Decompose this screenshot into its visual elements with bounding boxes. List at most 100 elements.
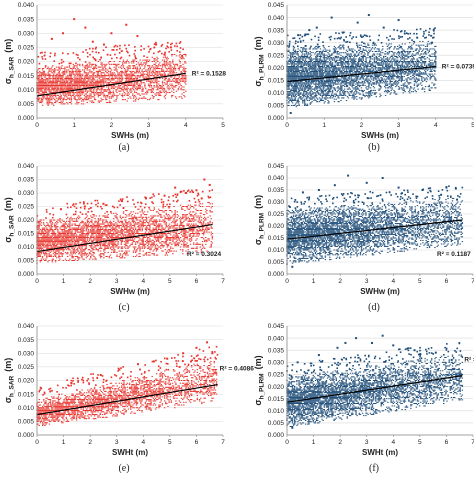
scatter-point [120, 83, 123, 85]
scatter-point [95, 70, 98, 72]
scatter-point [344, 57, 347, 59]
scatter-point [79, 75, 81, 77]
scatter-point [307, 84, 310, 86]
scatter-point [314, 69, 316, 71]
scatter-point [77, 68, 79, 70]
scatter-point [309, 93, 311, 95]
scatter-point [318, 55, 321, 57]
scatter-point [52, 85, 54, 87]
scatter-point [318, 87, 321, 89]
scatter-point [290, 59, 292, 61]
scatter-point [138, 85, 140, 87]
scatter-point [320, 78, 323, 80]
scatter-point [93, 82, 95, 84]
scatter-point [81, 80, 84, 82]
scatter-point [68, 85, 71, 87]
scatter-point [302, 59, 304, 61]
scatter-point [310, 67, 312, 69]
scatter-point [323, 76, 325, 78]
scatter-point [90, 93, 92, 95]
scatter-point [44, 83, 47, 85]
scatter-point [316, 63, 318, 65]
scatter-point [160, 45, 163, 47]
scatter-point [331, 62, 334, 64]
scatter-point [38, 97, 40, 99]
scatter-point [376, 81, 378, 83]
scatter-point [66, 99, 68, 101]
scatter-point [48, 77, 50, 79]
scatter-point [163, 82, 166, 84]
scatter-point [315, 87, 317, 89]
scatter-point [182, 69, 184, 71]
scatter-point [159, 65, 162, 67]
scatter-point [292, 73, 295, 75]
scatter-point [165, 47, 167, 50]
scatter-point [45, 79, 47, 81]
scatter-point [354, 55, 356, 57]
scatter-point [292, 77, 295, 79]
x-tick-label: 0 [35, 122, 39, 129]
scatter-point [79, 69, 81, 71]
scatter-point [304, 76, 307, 78]
scatter-point [120, 70, 123, 72]
scatter-point [312, 96, 314, 98]
scatter-point [317, 81, 320, 83]
scatter-point [297, 59, 299, 61]
scatter-point [305, 57, 308, 59]
scatter-point [59, 87, 61, 89]
scatter-point [290, 53, 292, 55]
scatter-point [125, 73, 127, 75]
scatter-point [38, 75, 40, 77]
scatter-point [305, 97, 308, 99]
scatter-point [308, 48, 311, 50]
scatter-point [369, 83, 371, 85]
scatter-point [380, 57, 382, 59]
scatter-point [49, 82, 51, 84]
scatter-point [299, 59, 301, 61]
scatter-point [159, 77, 161, 79]
scatter-point [288, 83, 290, 85]
scatter-point [303, 71, 306, 73]
scatter-point [386, 84, 389, 86]
scatter-point [336, 73, 338, 75]
scatter-point [178, 68, 180, 70]
scatter-point [303, 62, 306, 64]
scatter-point [385, 82, 388, 84]
scatter-point [53, 92, 55, 94]
scatter-point [137, 75, 140, 77]
scatter-point [301, 81, 303, 83]
scatter-point [53, 92, 56, 94]
scatter-point [322, 49, 324, 51]
scatter-point [94, 85, 97, 87]
scatter-point [79, 86, 81, 88]
scatter-point [129, 90, 131, 92]
scatter-point [175, 90, 178, 92]
scatter-point [175, 82, 178, 84]
scatter-point [142, 87, 144, 89]
scatter-point [117, 63, 119, 65]
scatter-point [77, 54, 79, 56]
scatter-point [315, 77, 317, 79]
scatter-point [288, 88, 290, 90]
scatter-point [325, 49, 327, 51]
scatter-point [301, 88, 303, 90]
scatter-point [168, 77, 170, 79]
scatter-point [118, 82, 120, 84]
scatter-point [302, 102, 304, 104]
scatter-point [382, 68, 384, 70]
scatter-point [378, 58, 380, 60]
scatter-point [49, 55, 51, 58]
scatter-point [309, 48, 311, 50]
scatter-point [137, 72, 140, 74]
scatter-point [306, 89, 309, 91]
scatter-point [64, 77, 66, 79]
scatter-point [111, 82, 114, 84]
scatter-point [49, 79, 51, 81]
scatter-point [50, 86, 52, 88]
scatter-point [123, 92, 126, 94]
scatter-point [58, 97, 61, 99]
scatter-point [293, 53, 296, 55]
scatter-point [103, 86, 105, 88]
scatter-point [125, 76, 127, 78]
scatter-point [338, 81, 340, 83]
